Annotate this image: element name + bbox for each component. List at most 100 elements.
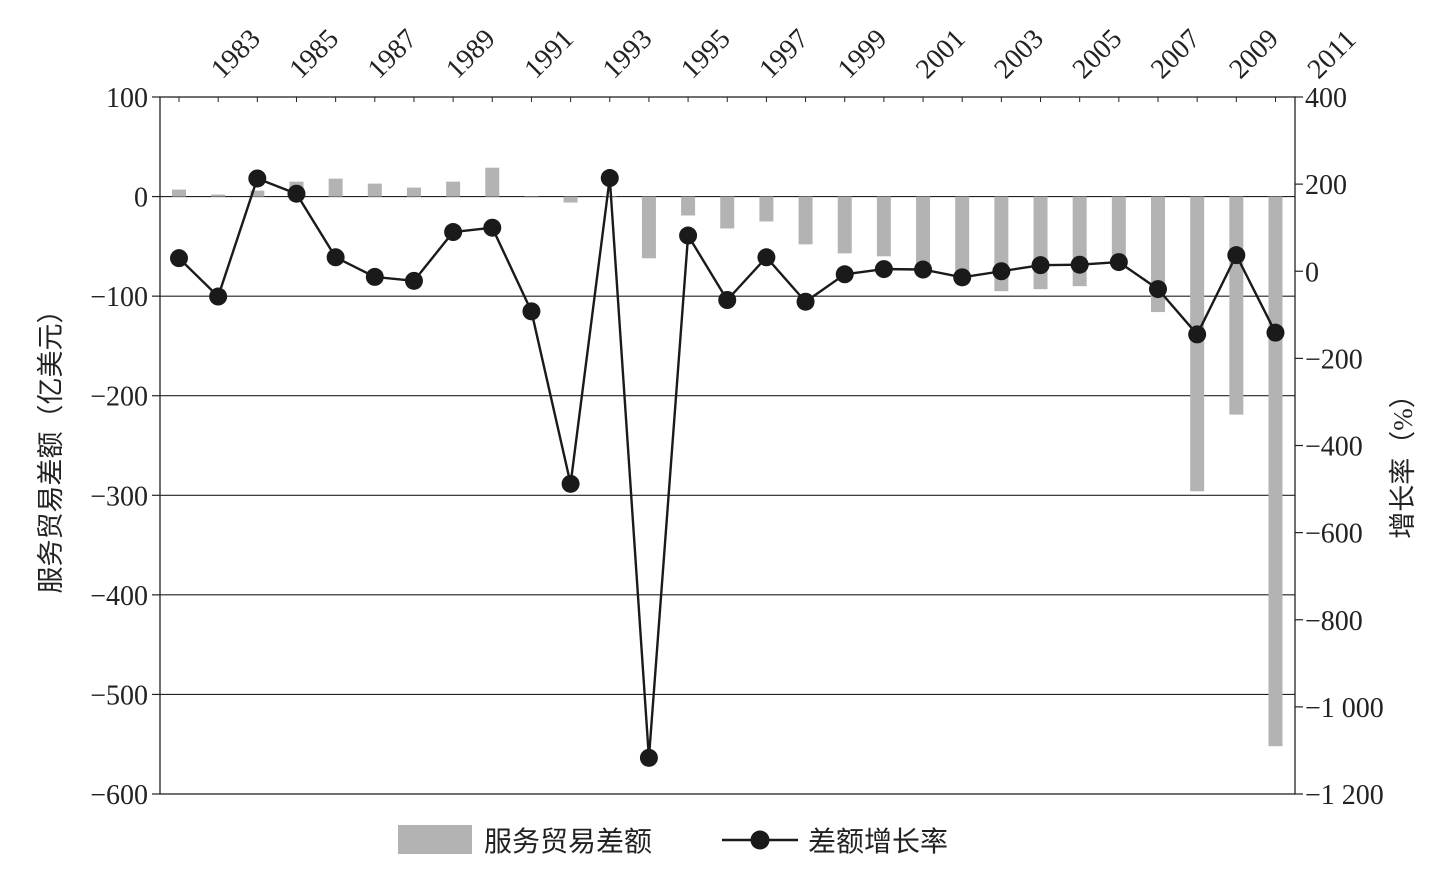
bar: [485, 167, 500, 197]
bar: [250, 190, 265, 197]
bar: [798, 196, 813, 245]
line-point: [639, 748, 658, 767]
line-point: [914, 260, 933, 279]
x-tick-label: 2005: [1067, 23, 1129, 85]
line-point: [992, 262, 1011, 281]
line-point: [796, 292, 815, 311]
line-point: [1031, 256, 1050, 275]
left-axis-title: 服务贸易差额（亿美元）: [36, 297, 66, 594]
bar: [955, 196, 970, 283]
line-point: [404, 271, 423, 290]
x-tick-label: 2007: [1145, 23, 1207, 85]
bar: [720, 196, 735, 229]
line-point: [1109, 253, 1128, 272]
line-series: [170, 169, 1285, 767]
bar: [328, 178, 343, 197]
line-point: [561, 474, 580, 493]
x-tick-label: 1987: [362, 23, 424, 85]
line-point: [953, 268, 972, 287]
right-tick-label: −1 000: [1305, 693, 1384, 724]
bar: [759, 196, 774, 222]
right-axis-ticks: 400 200 0 −200 −400 −600 −800 −1 000 −1 200: [1295, 83, 1384, 811]
bar-series: [172, 167, 1283, 747]
x-tick-label: 1989: [440, 23, 502, 85]
right-tick-label: −200: [1305, 344, 1363, 375]
legend: 服务贸易差额 差额增长率: [398, 825, 948, 858]
legend-bar-swatch: [398, 825, 472, 854]
line-point: [1149, 280, 1167, 299]
left-tick-label: 0: [134, 183, 148, 214]
bar: [1190, 196, 1205, 492]
line-point: [287, 184, 306, 203]
line-point: [718, 291, 737, 310]
x-tick-label: 1999: [832, 23, 894, 85]
bar: [1229, 196, 1244, 415]
x-tick-label: 2009: [1223, 23, 1285, 85]
line-point: [522, 302, 541, 321]
line-point: [365, 267, 384, 286]
line-point: [1188, 325, 1207, 344]
right-tick-label: −800: [1305, 606, 1363, 637]
line-point: [679, 226, 698, 245]
right-tick-label: −400: [1305, 432, 1363, 463]
line-point: [209, 287, 228, 306]
bar: [524, 196, 539, 198]
legend-bar-label: 服务贸易差额: [484, 826, 652, 858]
bar: [602, 196, 617, 198]
bar: [172, 189, 186, 197]
right-tick-label: 200: [1305, 170, 1347, 201]
right-tick-label: −600: [1305, 519, 1363, 550]
left-tick-label: −100: [90, 282, 148, 313]
bar: [876, 196, 891, 257]
bar: [1033, 196, 1048, 290]
left-tick-label: −500: [90, 680, 148, 711]
bar: [563, 196, 578, 203]
gridlines: [160, 196, 1295, 695]
line-point: [444, 223, 463, 242]
line-point: [874, 260, 893, 279]
left-tick-label: −200: [90, 382, 148, 413]
left-tick-label: −600: [90, 780, 148, 811]
x-tick-label: 1993: [597, 23, 659, 85]
x-tick-label: 1995: [675, 23, 737, 85]
left-tick-label: −400: [90, 581, 148, 612]
legend-line-label: 差额增长率: [808, 826, 948, 858]
bar: [916, 196, 931, 264]
x-tick-label: 1991: [518, 23, 580, 85]
right-tick-label: 400: [1305, 83, 1347, 114]
x-tick-label: 2003: [988, 23, 1050, 85]
left-tick-label: −300: [90, 481, 148, 512]
x-tick-label: 2011: [1302, 24, 1363, 85]
x-tick-label: 1985: [284, 23, 346, 85]
bar: [367, 183, 382, 197]
line-point: [600, 169, 619, 188]
bar: [681, 196, 696, 216]
bar: [641, 196, 656, 259]
right-tick-label: 0: [1305, 257, 1319, 288]
line-point: [170, 249, 188, 268]
x-axis-ticks: 1983 1985 1987 1989 1991 1993 1995 1997 1999 2001…: [178, 23, 1363, 102]
bar: [406, 187, 421, 197]
line-point: [835, 265, 854, 284]
line-point: [1227, 246, 1246, 265]
bar: [446, 181, 461, 197]
legend-line-marker: [750, 830, 770, 850]
line-point: [483, 218, 502, 237]
x-tick-label: 1997: [753, 23, 815, 85]
bar: [837, 196, 852, 254]
right-tick-label: −1 200: [1305, 780, 1384, 811]
line-point: [757, 248, 776, 267]
right-axis-title: 增长率（%）: [1388, 381, 1418, 539]
line-point: [248, 169, 267, 188]
bar: [211, 194, 226, 197]
bar: [1268, 196, 1283, 747]
x-tick-label: 2001: [910, 23, 972, 85]
line-point: [326, 248, 345, 267]
line-point: [1070, 255, 1089, 274]
left-axis-ticks: 100 0 −100 −200 −300 −400 −500 −600: [90, 83, 160, 811]
line-point: [1266, 323, 1285, 342]
left-tick-label: 100: [106, 83, 148, 114]
bar: [1111, 196, 1126, 262]
x-tick-label: 1983: [205, 23, 267, 85]
